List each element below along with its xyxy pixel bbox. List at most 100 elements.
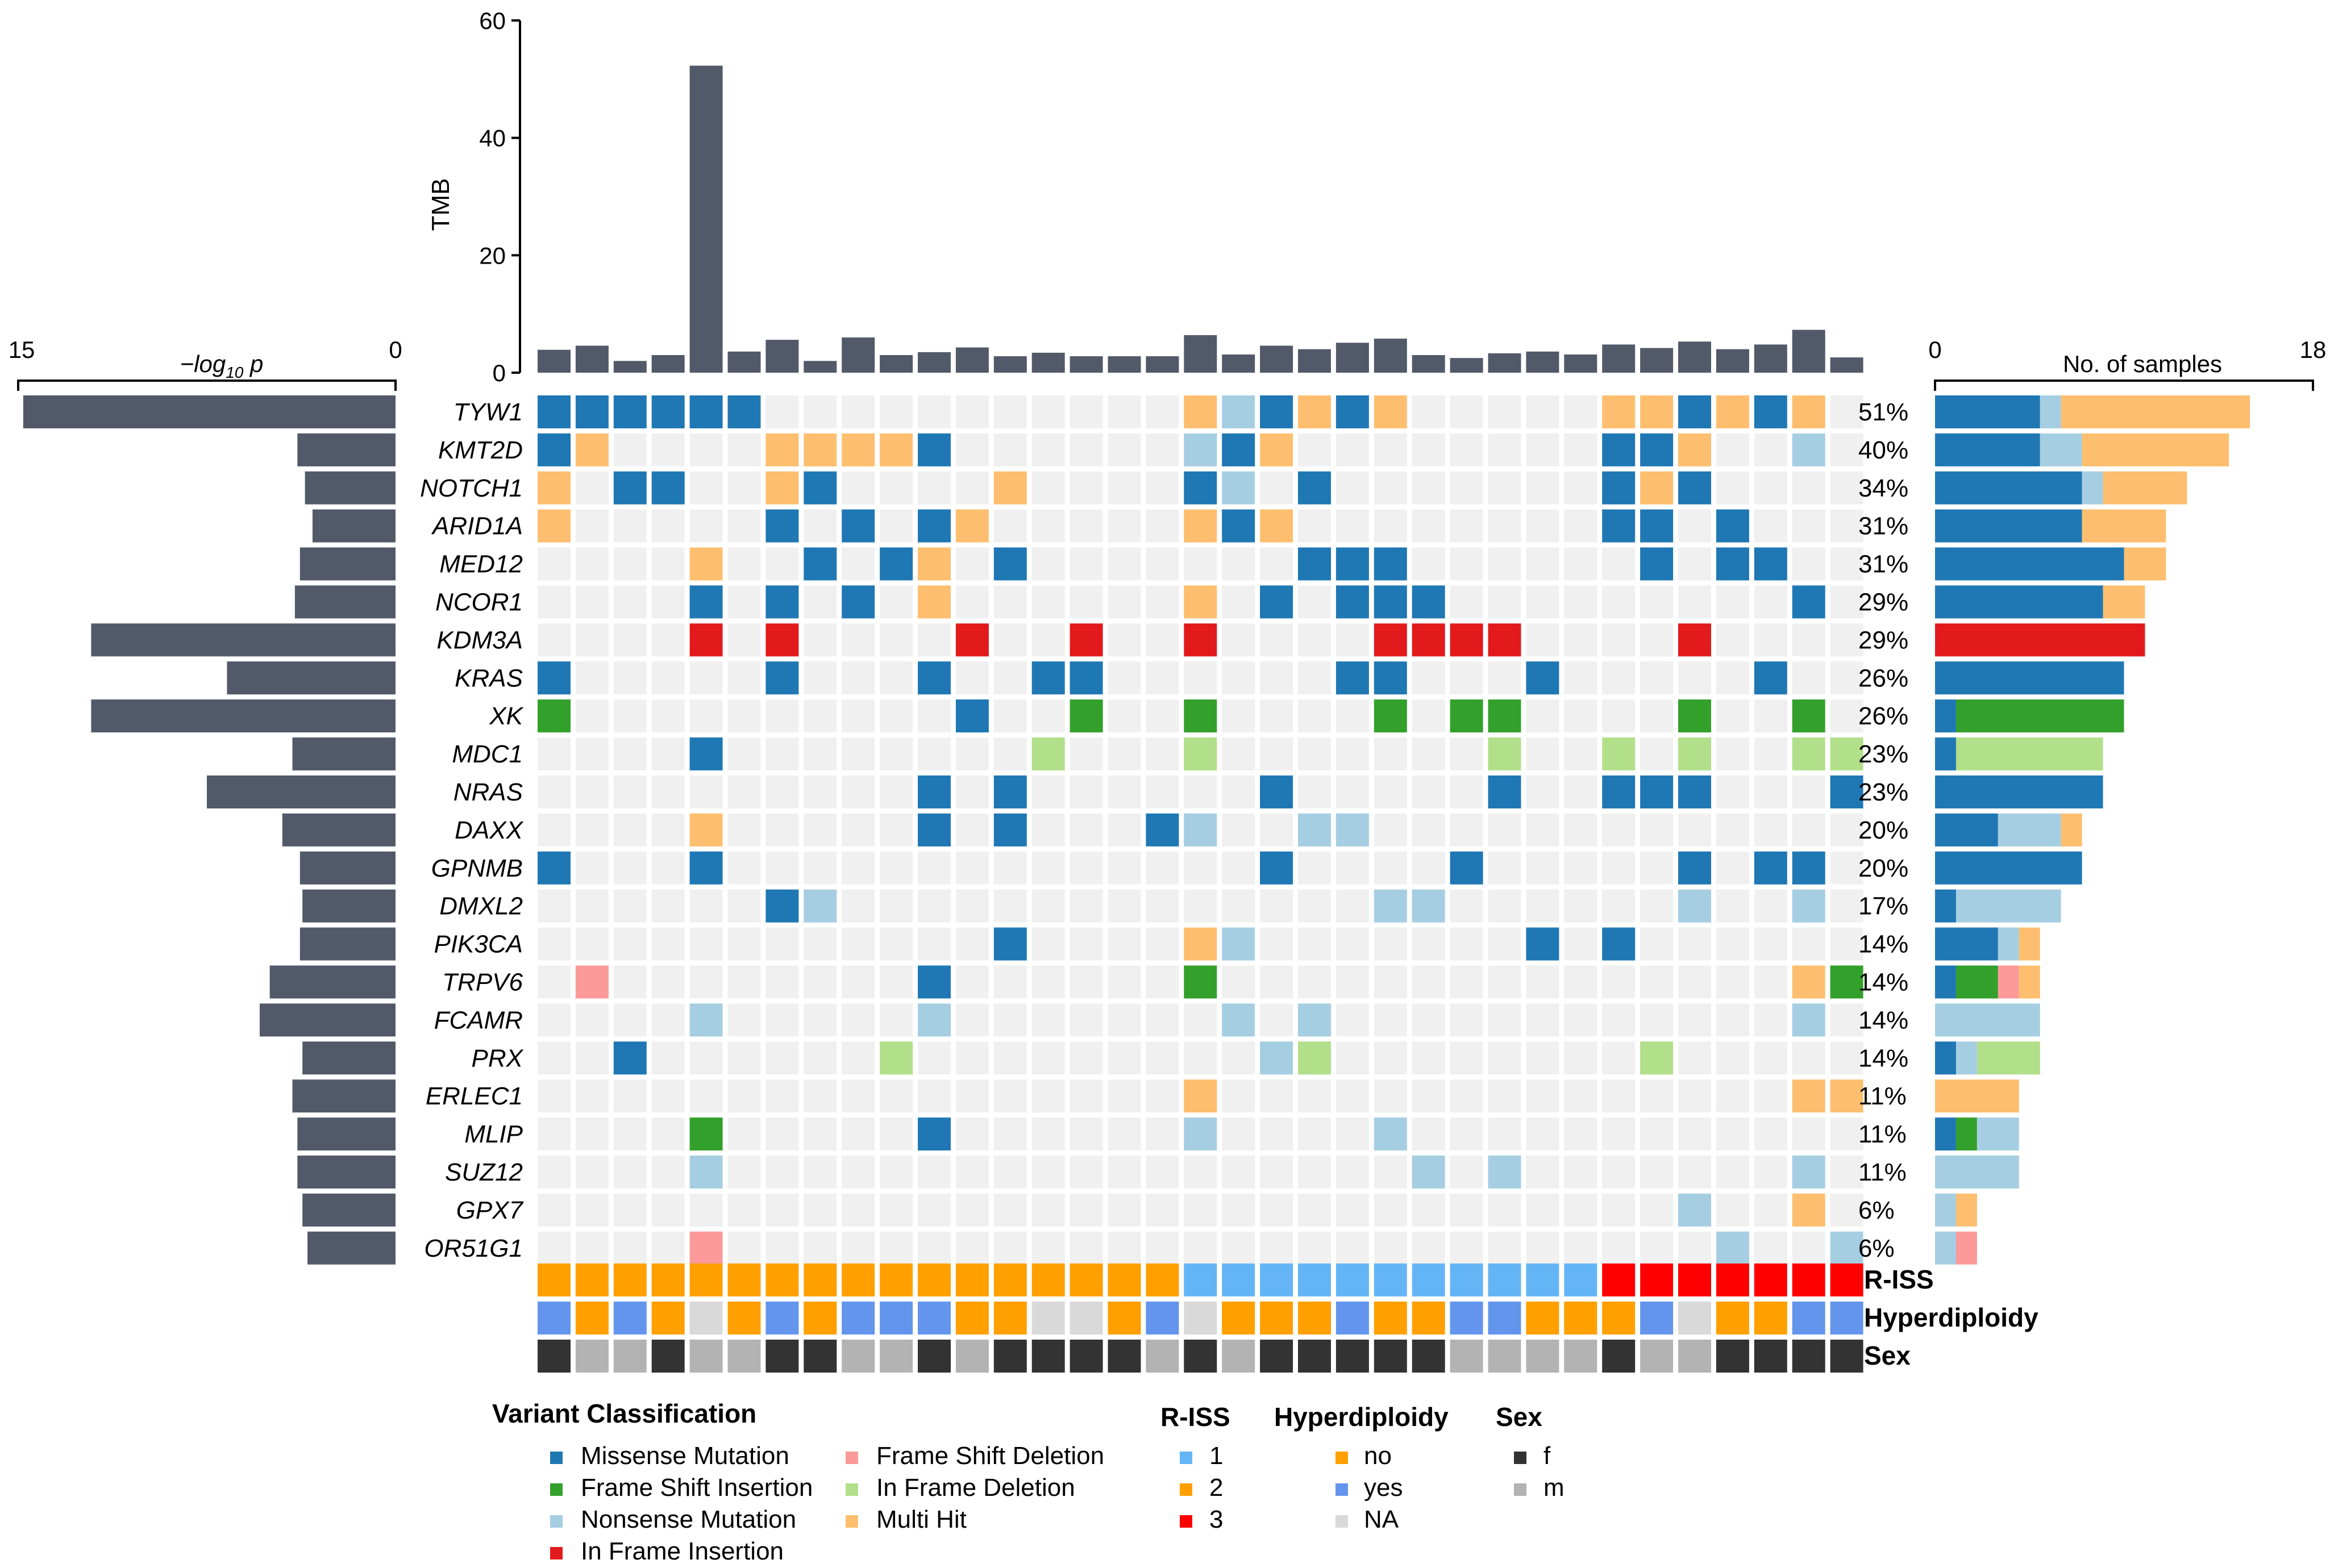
annotation-cell-hyper (1640, 1302, 1674, 1335)
annotation-cell-riss (842, 1263, 875, 1296)
percentage-label: 26% (1858, 702, 1908, 730)
empty-cell (880, 775, 913, 808)
empty-cell (880, 585, 913, 619)
gene-label: DAXX (455, 816, 523, 844)
empty-cell (1108, 623, 1141, 657)
empty-cell (1564, 1079, 1597, 1113)
empty-cell (1754, 927, 1787, 961)
empty-cell (1602, 1079, 1636, 1113)
percentage-label: 29% (1858, 626, 1908, 654)
annotation-cell-riss (1412, 1263, 1445, 1296)
empty-cell (1298, 585, 1331, 619)
empty-cell (1298, 851, 1331, 885)
annotation-cell-hyper (1374, 1302, 1407, 1335)
empty-cell (1222, 585, 1255, 619)
mutation-cell-multi (1184, 509, 1217, 543)
empty-cell (1146, 851, 1179, 885)
empty-cell (538, 1156, 571, 1188)
empty-cell (1488, 661, 1521, 695)
pvalue-bar (312, 509, 396, 543)
empty-cell (918, 889, 951, 923)
tmb-bar (918, 352, 951, 373)
tmb-bar (1031, 352, 1065, 373)
mutation-cell-multi (1374, 395, 1407, 428)
empty-cell (1754, 585, 1787, 619)
mutation-cell-nonsense (1222, 1003, 1255, 1037)
mutation-cell-nonsense (1792, 433, 1825, 466)
annotation-cell-sex (955, 1340, 989, 1373)
empty-cell (1146, 1041, 1179, 1075)
legend-label-missense: Missense Mutation (581, 1442, 789, 1470)
empty-cell (1488, 585, 1521, 619)
tmb-bar (1602, 344, 1636, 373)
empty-cell (689, 509, 723, 543)
empty-cell (727, 1117, 761, 1151)
empty-cell (1716, 433, 1749, 466)
empty-cell (613, 775, 647, 808)
empty-cell (1754, 889, 1787, 923)
empty-cell (1222, 1156, 1255, 1188)
empty-cell (651, 1193, 685, 1227)
legend-swatch-fs_del (846, 1452, 858, 1464)
empty-cell (651, 661, 685, 695)
empty-cell (1830, 1041, 1863, 1075)
empty-cell (1146, 585, 1179, 619)
empty-cell (1031, 889, 1065, 923)
mutation-cell-missense (804, 471, 837, 504)
mutation-cell-fs_ins (1184, 965, 1217, 999)
mutation-cell-nonsense (689, 1003, 723, 1037)
sample-bar-nonsense (1955, 889, 2061, 923)
sample-bar-multi (2082, 433, 2229, 466)
empty-cell (689, 1079, 723, 1113)
empty-cell (955, 889, 989, 923)
empty-cell (575, 775, 609, 808)
mutation-cell-missense (1412, 585, 1445, 619)
empty-cell (1335, 1003, 1369, 1037)
mutation-cell-missense (804, 547, 837, 581)
pvalue-bars (23, 395, 396, 1265)
empty-cell (538, 889, 571, 923)
sample-bar-multi (1955, 1193, 1977, 1227)
mutation-cell-multi (1602, 395, 1636, 428)
empty-cell (1678, 1117, 1711, 1151)
empty-cell (1412, 737, 1445, 771)
mutation-cell-nonsense (1222, 395, 1255, 428)
empty-cell (1222, 813, 1255, 846)
annotation-cell-sex (880, 1340, 913, 1373)
mutation-cell-multi (765, 471, 799, 504)
legend-swatch-if_del (846, 1483, 858, 1496)
annotation-cell-riss (1488, 1263, 1521, 1296)
empty-cell (955, 1079, 989, 1113)
sample-bar-missense (1935, 927, 1998, 961)
empty-cell (727, 699, 761, 733)
annotation-cell-sex (651, 1340, 685, 1373)
sample-bar-nonsense (1935, 1231, 1956, 1265)
empty-cell (1031, 699, 1065, 733)
samples-bars (1935, 395, 2250, 1265)
empty-cell (1412, 1003, 1445, 1037)
empty-cell (575, 661, 609, 695)
empty-cell (842, 547, 875, 581)
empty-cell (1108, 851, 1141, 885)
empty-cell (1450, 585, 1483, 619)
empty-cell (1716, 813, 1749, 846)
empty-cell (1260, 623, 1293, 657)
empty-cell (727, 471, 761, 504)
empty-cell (1108, 813, 1141, 846)
empty-cell (880, 1231, 913, 1265)
mutation-cell-missense (1374, 585, 1407, 619)
mutation-cell-nonsense (1260, 1041, 1293, 1075)
empty-cell (1108, 585, 1141, 619)
mutation-cell-missense (1678, 395, 1711, 428)
empty-cell (1716, 965, 1749, 999)
mutation-cell-fs_del (575, 965, 609, 999)
empty-cell (765, 395, 799, 428)
empty-cell (1450, 661, 1483, 695)
empty-cell (1602, 1156, 1636, 1188)
empty-cell (1031, 547, 1065, 581)
empty-cell (727, 661, 761, 695)
empty-cell (880, 623, 913, 657)
empty-cell (1031, 851, 1065, 885)
empty-cell (1335, 775, 1369, 808)
legend-swatch-riss_1 (1180, 1452, 1192, 1464)
